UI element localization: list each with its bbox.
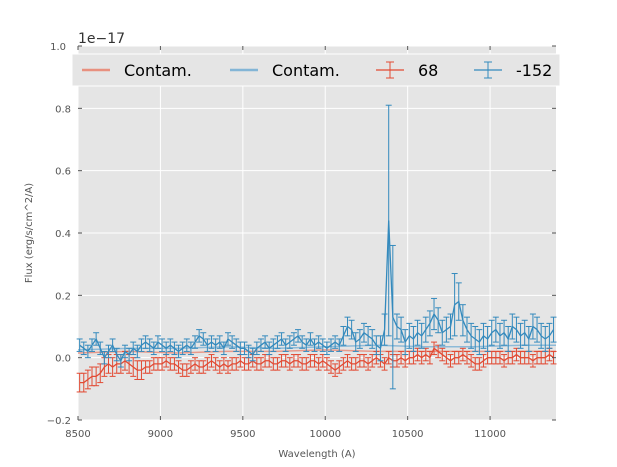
tick-marks — [77, 45, 556, 421]
legend-entry-1: Contam. — [230, 61, 340, 80]
data-line — [79, 347, 554, 384]
x-tick-label: 8500 — [65, 429, 90, 440]
scale-offset-label: 1e−17 — [78, 31, 125, 47]
x-tick-label: 10000 — [309, 429, 341, 440]
x-tick-label: 9000 — [148, 429, 173, 440]
legend: Contam. Contam. 68 -152 — [71, 53, 561, 87]
y-tick-label: 0.0 — [55, 354, 71, 365]
data-line — [79, 220, 555, 363]
y-tick-label: 0.2 — [55, 291, 71, 302]
legend-label: 68 — [418, 61, 438, 80]
y-axis-label: Flux (erg/s/cm^2/A) — [24, 183, 35, 283]
series-layer — [76, 104, 557, 393]
legend-label: -152 — [516, 61, 552, 80]
y-tick-label: 0.4 — [55, 229, 71, 240]
y-tick-label: 0.6 — [55, 167, 71, 178]
x-axis-label: Wavelength (A) — [278, 449, 355, 460]
y-tick-label: 0.8 — [55, 104, 71, 115]
x-tick-label: 9500 — [230, 429, 255, 440]
series-2 — [76, 341, 557, 393]
x-tick-label: 11000 — [474, 429, 506, 440]
legend-entry-0: Contam. — [82, 61, 192, 80]
tick-labels: 8500 9000 9500 10000 10500 11000 −0.2 0.0 0.2 0.4… — [47, 42, 506, 440]
y-tick-label: −0.2 — [47, 416, 71, 427]
x-tick-label: 10500 — [392, 429, 424, 440]
legend-entry-2: 68 — [376, 61, 438, 80]
series-3 — [76, 104, 557, 390]
legend-entry-3: -152 — [474, 61, 552, 80]
legend-label: Contam. — [124, 61, 192, 80]
legend-label: Contam. — [272, 61, 340, 80]
y-tick-label: 1.0 — [50, 42, 66, 53]
